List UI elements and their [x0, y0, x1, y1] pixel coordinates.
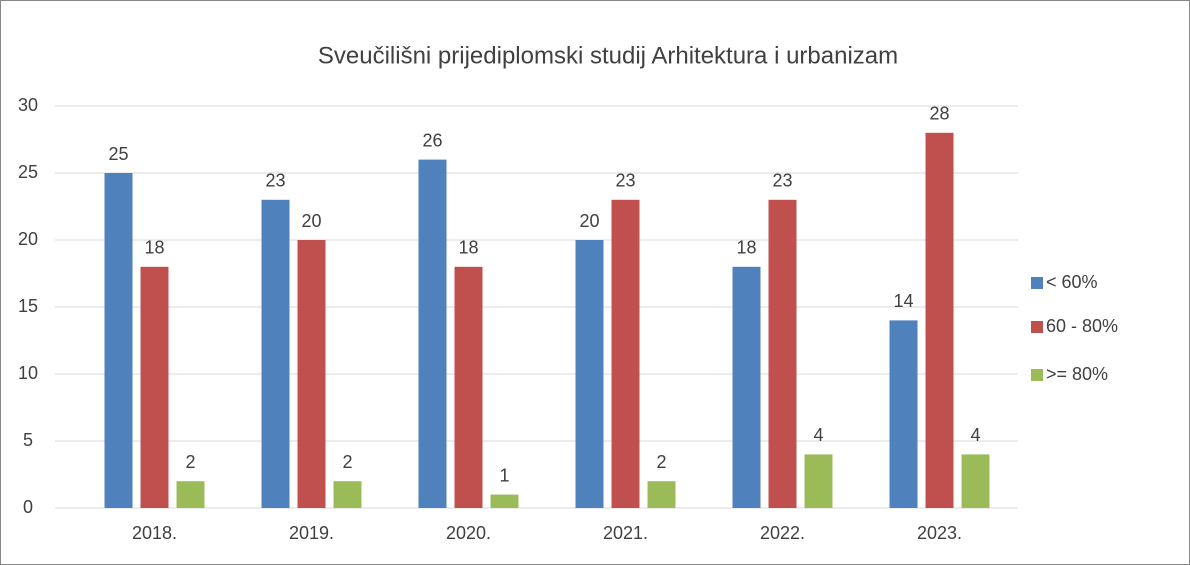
value-label: 1 [499, 465, 509, 485]
legend-label: >= 80% [1046, 364, 1108, 384]
value-label: 23 [772, 171, 792, 191]
value-label: 2 [656, 452, 666, 472]
bar [104, 173, 133, 508]
bar [297, 240, 326, 508]
value-label: 2 [185, 452, 195, 472]
value-label: 20 [301, 211, 321, 231]
y-tick-label: 20 [18, 229, 38, 249]
y-tick-label: 0 [23, 497, 33, 517]
bar [925, 132, 954, 509]
y-tick-label: 15 [18, 296, 38, 316]
value-label: 20 [579, 211, 599, 231]
bar [575, 240, 604, 508]
value-label: 23 [265, 171, 285, 191]
x-tick-label: 2022. [760, 523, 805, 543]
bar [333, 481, 362, 508]
legend-swatch [1031, 277, 1043, 289]
x-tick-label: 2019. [289, 523, 334, 543]
value-label: 4 [970, 425, 980, 445]
value-label: 4 [813, 425, 823, 445]
value-label: 14 [893, 291, 913, 311]
bar [647, 481, 676, 508]
x-tick-label: 2021. [603, 523, 648, 543]
bar [490, 494, 519, 508]
bar [261, 199, 290, 509]
y-tick-label: 25 [18, 162, 38, 182]
y-tick-label: 10 [18, 363, 38, 383]
legend-label: 60 - 80% [1046, 316, 1118, 336]
legend-swatch [1031, 321, 1043, 333]
x-tick-label: 2020. [446, 523, 491, 543]
value-label: 23 [615, 171, 635, 191]
x-tick-label: 2023. [917, 523, 962, 543]
y-tick-label: 5 [23, 430, 33, 450]
bar [611, 199, 640, 509]
chart-title: Sveučilišni prijediplomski studij Arhite… [318, 42, 898, 69]
value-label: 18 [144, 238, 164, 258]
legend-label: < 60% [1046, 272, 1098, 292]
bar [889, 320, 918, 508]
bar [454, 266, 483, 508]
x-tick-label: 2018. [132, 523, 177, 543]
value-label: 18 [458, 238, 478, 258]
value-label: 25 [108, 144, 128, 164]
bar [768, 199, 797, 509]
bar [176, 481, 205, 508]
bar [418, 159, 447, 508]
bar [732, 266, 761, 508]
value-label: 26 [422, 130, 442, 150]
value-label: 28 [929, 104, 949, 124]
bar [961, 454, 990, 508]
bar [140, 266, 169, 508]
y-tick-label: 30 [18, 95, 38, 115]
value-label: 2 [342, 452, 352, 472]
bar [804, 454, 833, 508]
value-label: 18 [736, 238, 756, 258]
legend-swatch [1031, 369, 1043, 381]
